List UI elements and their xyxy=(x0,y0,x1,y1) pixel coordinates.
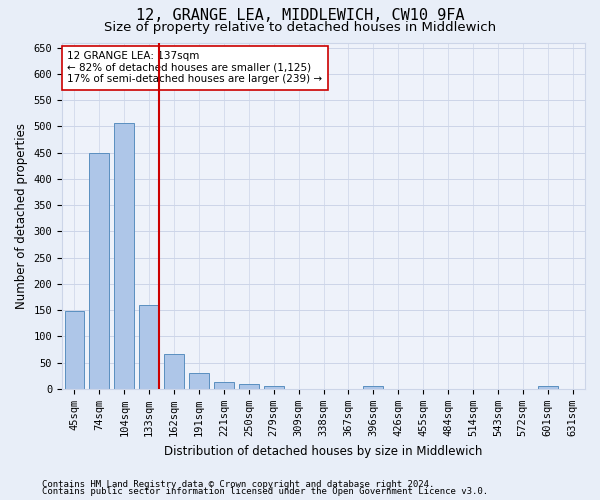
Bar xyxy=(139,305,159,389)
Bar xyxy=(264,386,284,389)
Text: 12 GRANGE LEA: 137sqm
← 82% of detached houses are smaller (1,125)
17% of semi-d: 12 GRANGE LEA: 137sqm ← 82% of detached … xyxy=(67,51,322,84)
Text: Size of property relative to detached houses in Middlewich: Size of property relative to detached ho… xyxy=(104,22,496,35)
Text: Contains public sector information licensed under the Open Government Licence v3: Contains public sector information licen… xyxy=(42,487,488,496)
Bar xyxy=(538,386,557,389)
Bar xyxy=(65,312,85,389)
Bar xyxy=(189,373,209,389)
Bar xyxy=(164,354,184,389)
Text: Contains HM Land Registry data © Crown copyright and database right 2024.: Contains HM Land Registry data © Crown c… xyxy=(42,480,434,489)
Text: 12, GRANGE LEA, MIDDLEWICH, CW10 9FA: 12, GRANGE LEA, MIDDLEWICH, CW10 9FA xyxy=(136,8,464,22)
Bar xyxy=(214,382,234,389)
Bar xyxy=(115,123,134,389)
Bar xyxy=(364,386,383,389)
Y-axis label: Number of detached properties: Number of detached properties xyxy=(15,122,28,308)
Bar xyxy=(239,384,259,389)
Bar xyxy=(89,152,109,389)
X-axis label: Distribution of detached houses by size in Middlewich: Distribution of detached houses by size … xyxy=(164,444,483,458)
